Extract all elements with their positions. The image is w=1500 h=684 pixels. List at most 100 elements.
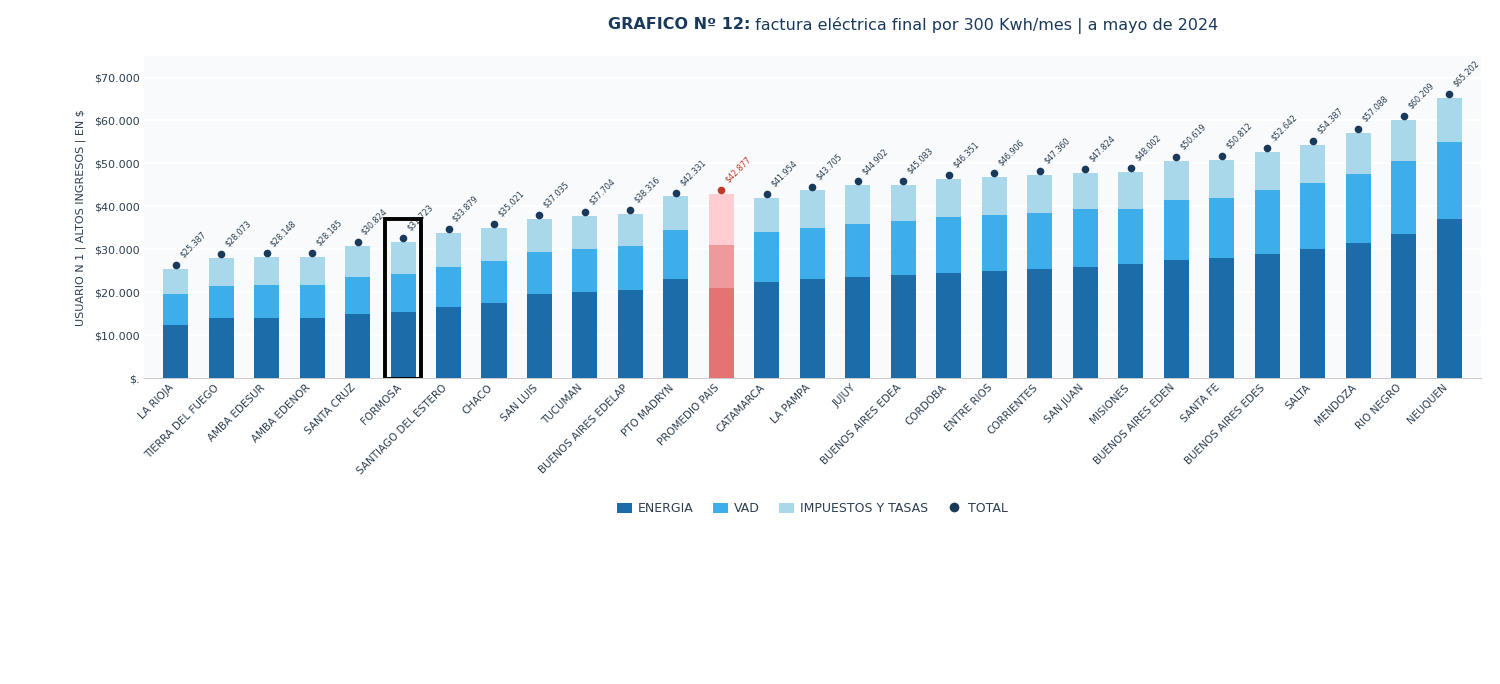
Bar <box>526 295 552 378</box>
Bar <box>754 198 780 232</box>
Bar <box>891 275 916 378</box>
Text: $37.035: $37.035 <box>542 180 572 210</box>
Bar <box>982 215 1006 271</box>
Bar <box>1119 209 1143 265</box>
Text: $31.723: $31.723 <box>405 203 435 233</box>
Bar <box>846 185 870 224</box>
Bar <box>1346 174 1371 243</box>
Bar <box>526 219 552 252</box>
Bar <box>800 190 825 228</box>
Text: $48.002: $48.002 <box>1132 133 1162 163</box>
Bar <box>254 285 279 318</box>
Text: $50.812: $50.812 <box>1224 121 1254 150</box>
Text: $47.824: $47.824 <box>1088 134 1118 163</box>
Bar <box>1392 161 1416 235</box>
Text: GRAFICO Nº 12:: GRAFICO Nº 12: <box>608 17 750 32</box>
Text: $28.148: $28.148 <box>268 218 298 248</box>
Bar <box>1119 172 1143 209</box>
Bar <box>936 217 962 273</box>
Bar <box>209 258 234 286</box>
Bar <box>1028 175 1053 213</box>
Bar <box>663 280 688 378</box>
Text: $47.360: $47.360 <box>1042 136 1071 166</box>
Bar <box>573 216 597 250</box>
Bar <box>1164 260 1190 378</box>
Bar <box>209 286 234 318</box>
Bar <box>1392 120 1416 161</box>
Text: $65.202: $65.202 <box>1452 59 1480 89</box>
Text: $33.879: $33.879 <box>452 194 480 223</box>
Bar <box>663 196 688 230</box>
Bar <box>754 232 780 282</box>
Bar <box>618 213 644 246</box>
Bar <box>982 176 1006 215</box>
Text: $30.824: $30.824 <box>360 207 390 237</box>
Bar <box>390 274 416 312</box>
Text: $43.705: $43.705 <box>815 152 844 181</box>
Bar <box>663 230 688 280</box>
Text: $50.619: $50.619 <box>1179 122 1208 151</box>
Text: $57.088: $57.088 <box>1360 94 1390 124</box>
Bar <box>754 282 780 378</box>
Bar <box>1072 267 1098 378</box>
Bar <box>573 250 597 292</box>
Bar <box>436 307 460 378</box>
Bar <box>254 318 279 378</box>
Legend: ENERGIA, VAD, IMPUESTOS Y TASAS, TOTAL: ENERGIA, VAD, IMPUESTOS Y TASAS, TOTAL <box>612 497 1013 521</box>
Bar <box>1392 235 1416 378</box>
Bar <box>390 242 416 274</box>
Text: $44.902: $44.902 <box>859 146 889 176</box>
Bar <box>345 314 370 378</box>
Bar <box>891 185 916 222</box>
Bar <box>1300 144 1326 183</box>
Bar <box>1256 152 1280 190</box>
Text: $45.083: $45.083 <box>906 146 934 175</box>
Bar <box>300 318 324 378</box>
Text: $41.954: $41.954 <box>770 159 798 189</box>
Bar <box>436 233 460 267</box>
Bar <box>1028 269 1053 378</box>
Bar <box>209 318 234 378</box>
Bar <box>710 194 734 245</box>
Bar <box>386 219 422 379</box>
Bar <box>1437 220 1462 378</box>
Bar <box>800 228 825 280</box>
Bar <box>345 277 370 314</box>
Bar <box>436 267 460 307</box>
Bar <box>1346 243 1371 378</box>
Bar <box>891 222 916 275</box>
Text: $28.185: $28.185 <box>315 218 344 248</box>
Bar <box>526 252 552 295</box>
Text: $25.387: $25.387 <box>178 230 207 260</box>
Text: $46.351: $46.351 <box>951 140 981 170</box>
Bar <box>1164 161 1190 200</box>
Bar <box>1256 254 1280 378</box>
Text: $35.021: $35.021 <box>496 189 526 218</box>
Text: $60.209: $60.209 <box>1406 81 1435 110</box>
Bar <box>164 295 188 324</box>
Bar <box>1119 265 1143 378</box>
Bar <box>1437 98 1462 142</box>
Y-axis label: USUARIO N 1 | ALTOS INGRESOS | EN $: USUARIO N 1 | ALTOS INGRESOS | EN $ <box>75 109 86 326</box>
Bar <box>936 179 962 217</box>
Bar <box>1300 250 1326 378</box>
Bar <box>1072 209 1098 267</box>
Bar <box>1209 160 1234 198</box>
Text: $46.906: $46.906 <box>996 138 1026 168</box>
Text: $38.316: $38.316 <box>633 175 662 205</box>
Bar <box>1437 142 1462 220</box>
Bar <box>345 246 370 277</box>
Bar <box>1072 173 1098 209</box>
Bar <box>300 285 324 318</box>
Bar <box>1028 213 1053 269</box>
Bar <box>164 324 188 378</box>
Bar <box>300 257 324 285</box>
Bar <box>936 273 962 378</box>
Text: $54.387: $54.387 <box>1316 105 1344 135</box>
Text: $42.331: $42.331 <box>678 157 708 187</box>
Bar <box>618 290 644 378</box>
Bar <box>710 245 734 288</box>
Text: factura eléctrica final por 300 Kwh/mes | a mayo de 2024: factura eléctrica final por 300 Kwh/mes … <box>750 17 1218 34</box>
Bar <box>1164 200 1190 260</box>
Bar <box>164 269 188 295</box>
